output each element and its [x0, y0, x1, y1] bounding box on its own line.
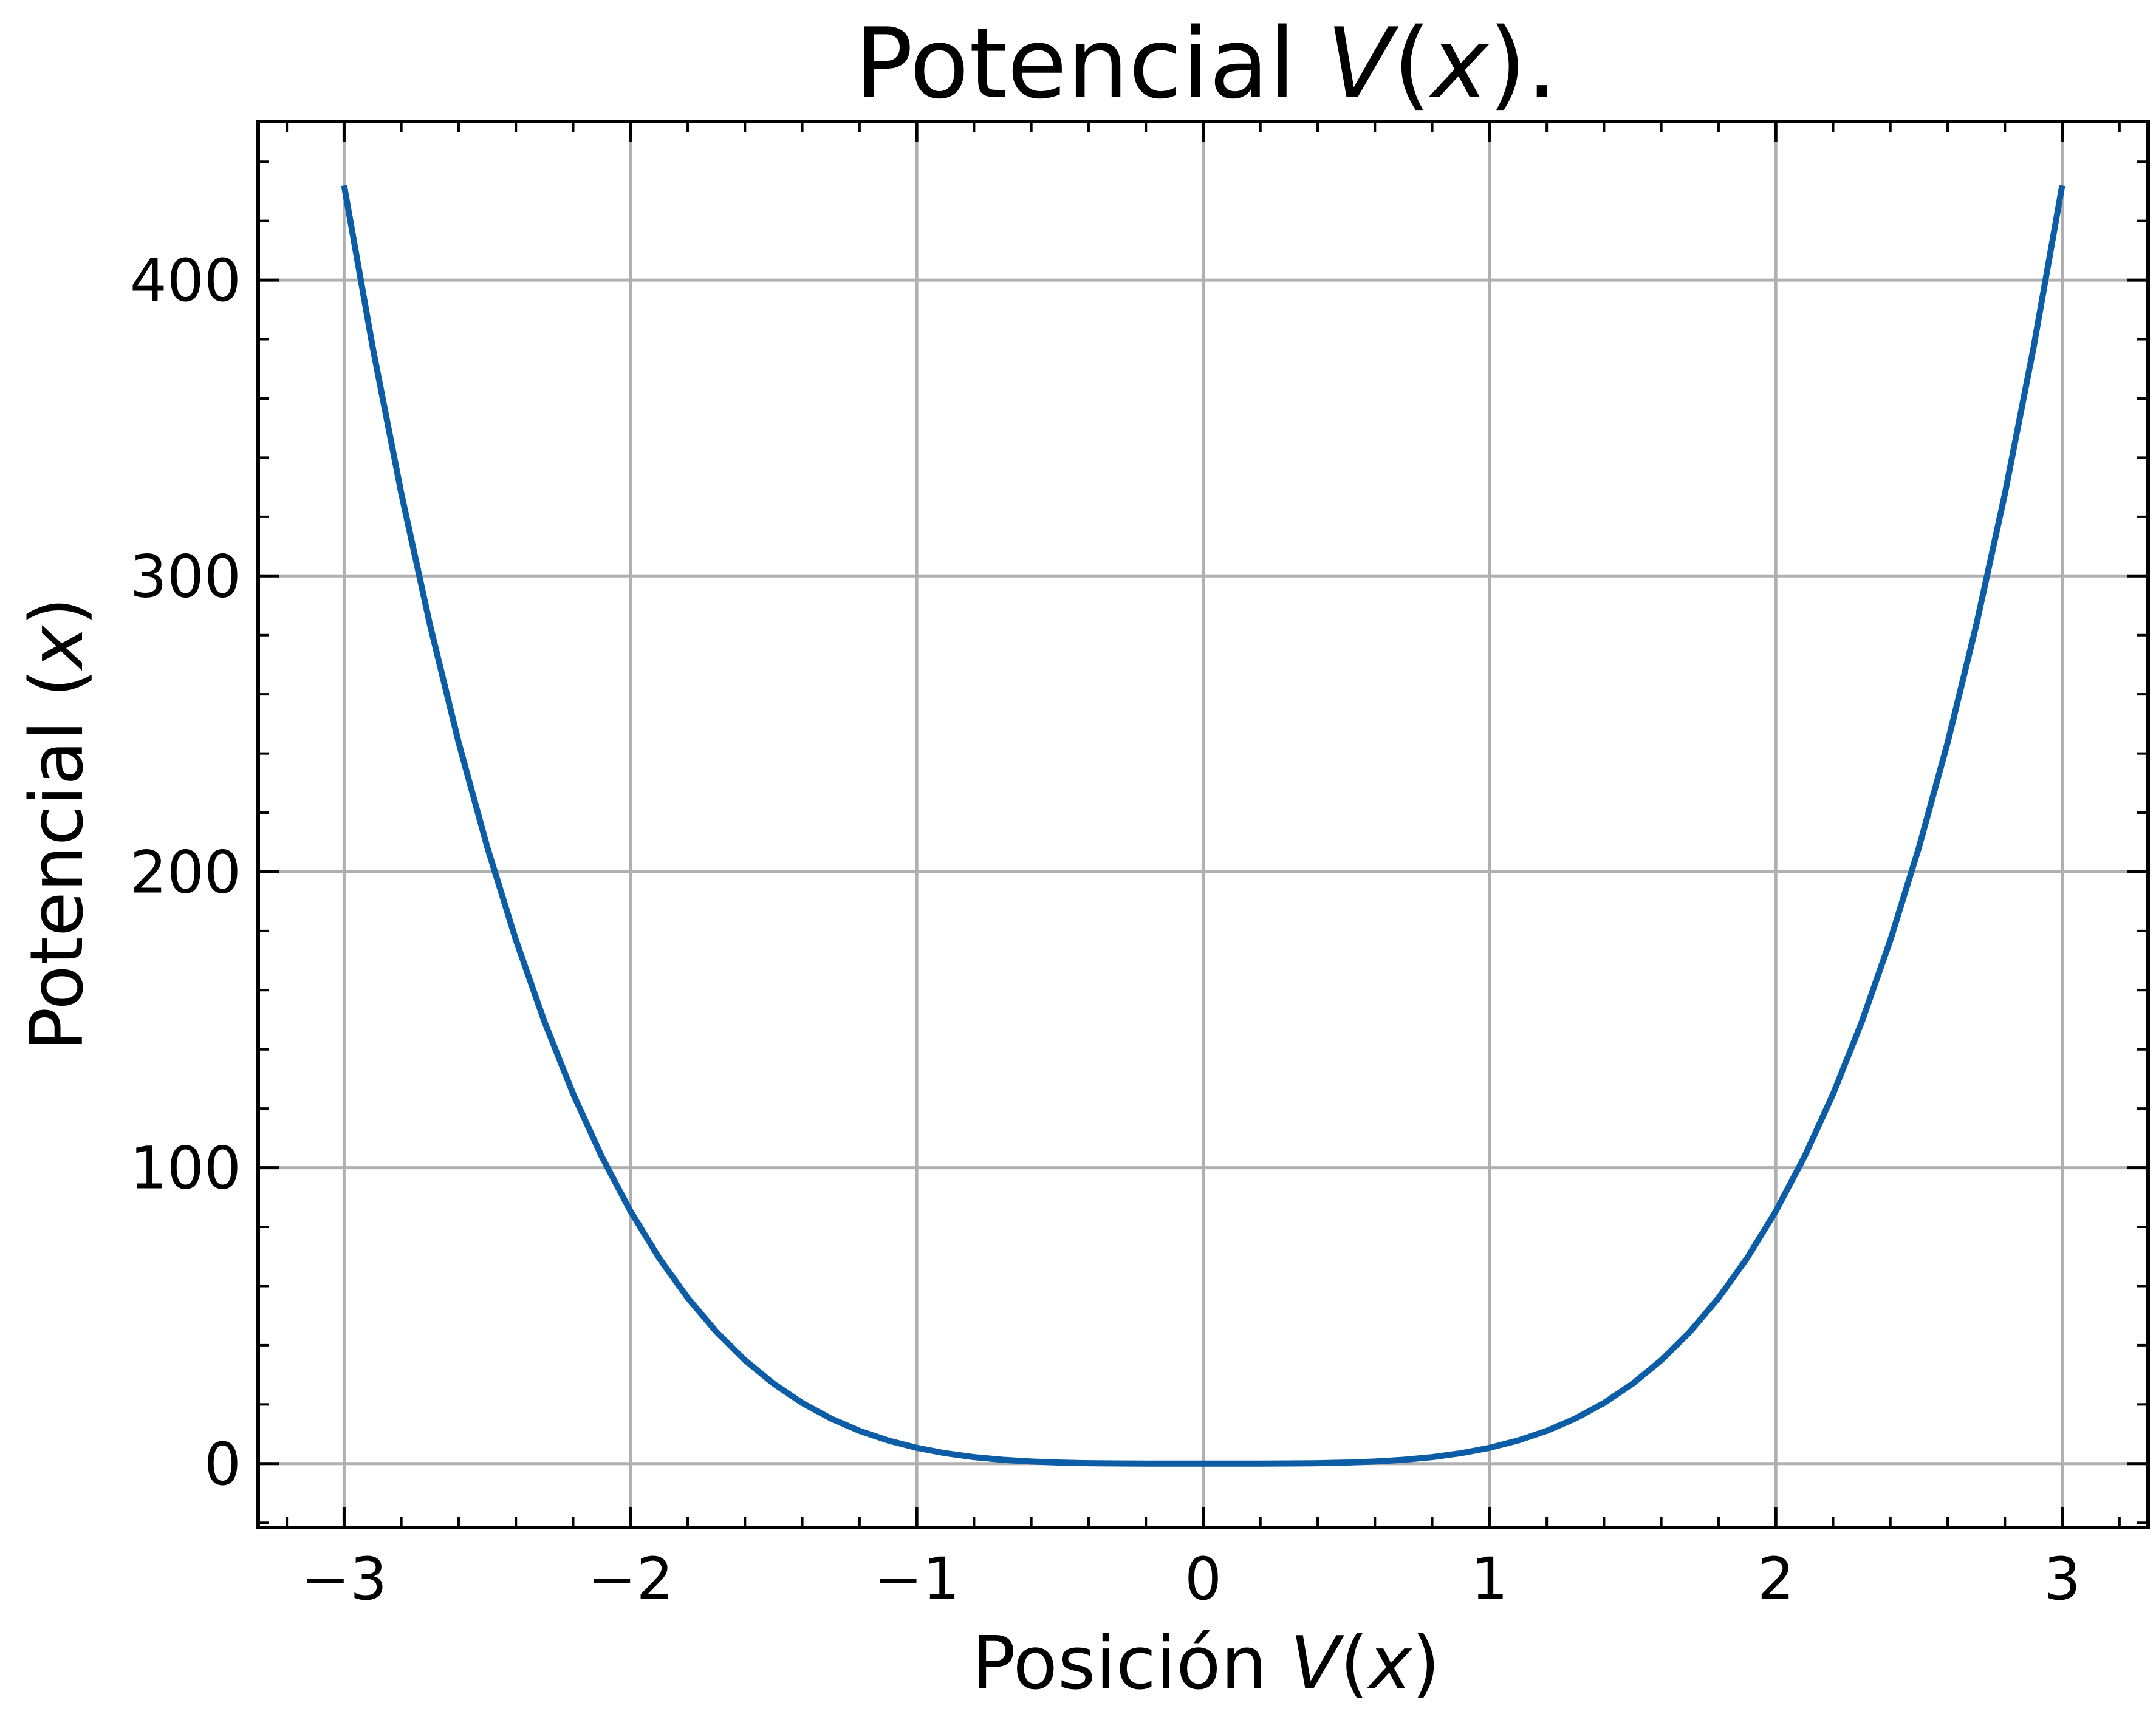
series-line-potential — [341, 185, 2065, 1467]
x-axis-label: Posición V(x) — [971, 1622, 1440, 1706]
x-tick-label: 2 — [1757, 1545, 1795, 1613]
x-tick-labels: −3 −2 −1 0 1 2 3 — [301, 1545, 2081, 1613]
y-tick-label: 300 — [130, 542, 241, 610]
x-tick-label: −1 — [874, 1545, 960, 1613]
y-tick-labels: 0 100 200 300 400 — [130, 247, 241, 1498]
chart-title: Potencial V(x). — [855, 7, 1558, 120]
y-tick-label: 0 — [204, 1430, 241, 1498]
x-tick-label: 1 — [1471, 1545, 1508, 1613]
x-tick-label: 3 — [2044, 1545, 2081, 1613]
y-tick-label: 100 — [130, 1135, 241, 1203]
grid-lines — [258, 121, 2148, 1528]
x-tick-label: −2 — [587, 1545, 674, 1613]
y-tick-label: 200 — [130, 838, 241, 906]
x-tick-label: 0 — [1185, 1545, 1222, 1613]
x-tick-label: −3 — [301, 1545, 388, 1613]
y-axis-label: Potencial (x) — [15, 597, 100, 1051]
axis-ticks — [258, 121, 2148, 1528]
y-tick-label: 400 — [130, 247, 241, 315]
